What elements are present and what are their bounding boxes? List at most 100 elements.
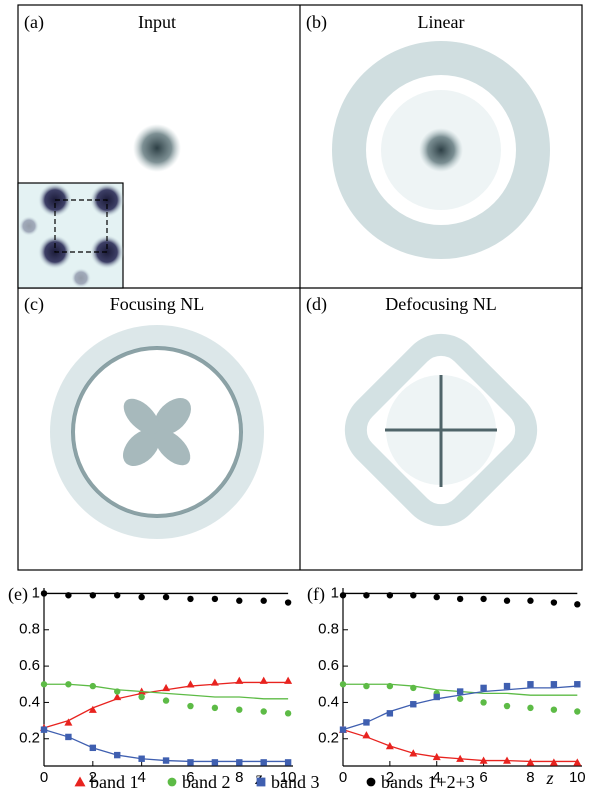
- marker: [574, 601, 580, 607]
- marker: [211, 678, 219, 685]
- x-tick-label: 8: [526, 769, 534, 786]
- inset: [18, 183, 124, 288]
- marker: [187, 703, 193, 709]
- y-tick-label: 0.4: [19, 693, 40, 710]
- marker: [41, 726, 47, 732]
- marker: [363, 592, 369, 598]
- x-tick-label: 8: [235, 769, 243, 786]
- y-tick-label: 0.2: [318, 730, 339, 747]
- y-tick-label: 0.2: [19, 730, 40, 747]
- marker: [362, 731, 370, 738]
- marker: [163, 757, 169, 763]
- legend-marker: [75, 777, 86, 787]
- marker: [387, 592, 393, 598]
- y-tick-label: 0.8: [318, 621, 339, 638]
- x-tick-label: 6: [479, 769, 487, 786]
- lattice-site: [71, 268, 91, 288]
- marker: [434, 594, 440, 600]
- x-tick-label: 4: [137, 769, 145, 786]
- marker: [65, 681, 71, 687]
- marker: [410, 592, 416, 598]
- marker: [504, 703, 510, 709]
- marker: [186, 680, 194, 687]
- marker: [340, 681, 346, 687]
- marker: [260, 677, 268, 684]
- marker: [235, 677, 243, 684]
- core-pattern: [95, 370, 219, 494]
- marker: [457, 688, 463, 694]
- marker: [114, 752, 120, 758]
- marker: [236, 598, 242, 604]
- marker: [138, 594, 144, 600]
- marker: [90, 592, 96, 598]
- legend-marker: [257, 778, 266, 787]
- marker: [480, 699, 486, 705]
- marker: [261, 708, 267, 714]
- marker: [285, 759, 291, 765]
- panel-title: Input: [138, 12, 176, 32]
- marker: [187, 596, 193, 602]
- x-tick-label: 0: [339, 769, 347, 786]
- core: [419, 128, 463, 172]
- marker: [41, 681, 47, 687]
- marker: [574, 708, 580, 714]
- marker: [480, 685, 486, 691]
- legend-label: band 1: [90, 772, 139, 792]
- x-tick-label: 0: [40, 769, 48, 786]
- y-tick-label: 0.4: [318, 693, 339, 710]
- x-tick-label: 10: [569, 769, 586, 786]
- marker: [163, 594, 169, 600]
- y-tick-label: 0.8: [19, 621, 40, 638]
- marker: [340, 726, 346, 732]
- panel-label: (c): [24, 294, 44, 315]
- marker: [340, 592, 346, 598]
- marker: [504, 598, 510, 604]
- marker: [114, 688, 120, 694]
- panel-title: Linear: [418, 12, 465, 32]
- marker: [114, 592, 120, 598]
- marker: [90, 745, 96, 751]
- page: (a) Input (b) Linear (c) Focusing NL (d)…: [0, 0, 589, 797]
- lattice-site: [19, 216, 39, 236]
- marker: [527, 598, 533, 604]
- marker: [261, 598, 267, 604]
- marker: [457, 696, 463, 702]
- marker: [261, 759, 267, 765]
- legend-marker: [168, 778, 177, 787]
- marker: [65, 734, 71, 740]
- fit-line: [44, 730, 288, 762]
- marker: [212, 759, 218, 765]
- panel-label: (b): [306, 12, 327, 33]
- legend-marker: [367, 778, 376, 787]
- marker: [187, 759, 193, 765]
- y-tick-label: 0.6: [318, 657, 339, 674]
- marker: [363, 719, 369, 725]
- figure: (a) Input (b) Linear (c) Focusing NL (d)…: [0, 0, 589, 797]
- panel-label: (f): [307, 584, 325, 605]
- marker: [41, 590, 47, 596]
- marker: [410, 685, 416, 691]
- marker: [138, 756, 144, 762]
- marker: [284, 677, 292, 684]
- panel-label: (e): [8, 584, 28, 605]
- marker: [138, 694, 144, 700]
- legend-label: bands 1+2+3: [381, 772, 475, 792]
- marker: [457, 596, 463, 602]
- marker: [285, 710, 291, 716]
- y-tick-label: 1: [331, 584, 339, 601]
- y-tick-label: 1: [32, 584, 40, 601]
- input-beam: [133, 124, 181, 172]
- marker: [527, 681, 533, 687]
- panel-label: (d): [306, 294, 327, 315]
- marker: [212, 705, 218, 711]
- marker: [236, 706, 242, 712]
- marker: [236, 759, 242, 765]
- marker: [551, 599, 557, 605]
- legend-label: band 3: [271, 772, 320, 792]
- marker: [363, 683, 369, 689]
- marker: [163, 697, 169, 703]
- marker: [387, 710, 393, 716]
- marker: [387, 683, 393, 689]
- legend-label: band 2: [182, 772, 231, 792]
- marker: [527, 705, 533, 711]
